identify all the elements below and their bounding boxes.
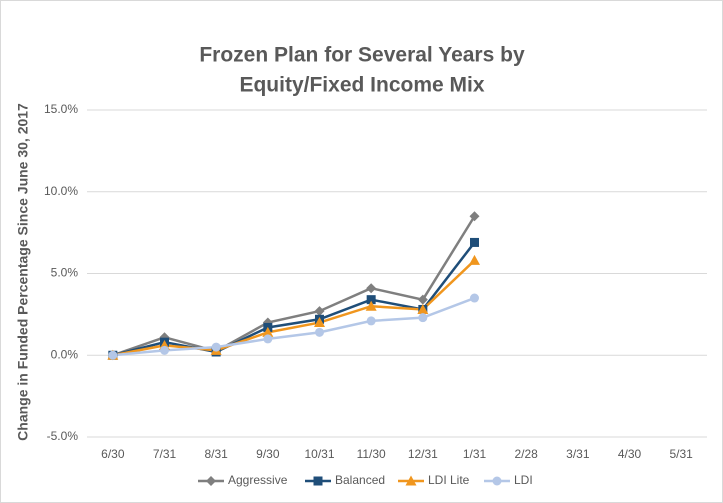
marker xyxy=(417,294,428,305)
marker xyxy=(160,345,169,355)
x-tick-label: 7/31 xyxy=(153,447,177,461)
marker xyxy=(366,316,376,326)
marker xyxy=(418,313,428,323)
legend-marker xyxy=(313,476,323,486)
x-tick-label: 9/30 xyxy=(256,447,280,461)
legend-label: Balanced xyxy=(335,473,385,487)
legend-marker xyxy=(206,476,216,486)
y-tick-label: 0.0% xyxy=(51,347,79,361)
marker xyxy=(211,342,221,352)
marker xyxy=(314,306,325,317)
x-tick-label: 4/30 xyxy=(618,447,642,461)
y-tick-label: 15.0% xyxy=(44,102,78,116)
x-tick-label: 6/30 xyxy=(101,447,125,461)
legend-marker xyxy=(405,475,417,486)
marker xyxy=(470,237,479,247)
series-line xyxy=(112,259,476,357)
marker xyxy=(262,326,274,337)
marker xyxy=(469,211,480,222)
marker xyxy=(366,295,376,305)
chart-title: Frozen Plan for Several Years by xyxy=(199,44,525,67)
x-tick-label: 8/31 xyxy=(204,447,228,461)
legend-label: LDI Lite xyxy=(428,473,470,487)
x-tick-label: 1/31 xyxy=(463,447,487,461)
marker xyxy=(470,293,479,303)
marker xyxy=(315,327,324,337)
x-tick-label: 2/28 xyxy=(514,447,538,461)
legend-label: Aggressive xyxy=(228,473,288,487)
x-tick-label: 11/30 xyxy=(357,447,386,461)
marker xyxy=(108,350,118,360)
y-tick-label: 5.0% xyxy=(51,266,79,280)
x-tick-label: 3/31 xyxy=(566,447,590,461)
marker xyxy=(366,283,377,294)
marker xyxy=(417,303,429,314)
y-tick-label: -5.0% xyxy=(47,429,79,443)
marker xyxy=(314,317,325,328)
marker xyxy=(469,254,480,265)
series-line xyxy=(112,215,476,357)
series-line xyxy=(112,296,475,357)
y-tick-label: 10.0% xyxy=(44,184,78,198)
x-tick-label: 12/31 xyxy=(408,447,438,461)
marker xyxy=(365,300,377,311)
marker xyxy=(263,334,273,344)
y-axis-title: Change in Funded Percentage Since June 3… xyxy=(15,103,31,441)
legend-marker xyxy=(492,476,502,486)
x-tick-label: 10/31 xyxy=(304,447,334,461)
legend-label: LDI xyxy=(514,473,533,487)
x-tick-label: 5/31 xyxy=(669,447,693,461)
chart-title: Equity/Fixed Income Mix xyxy=(239,74,484,97)
